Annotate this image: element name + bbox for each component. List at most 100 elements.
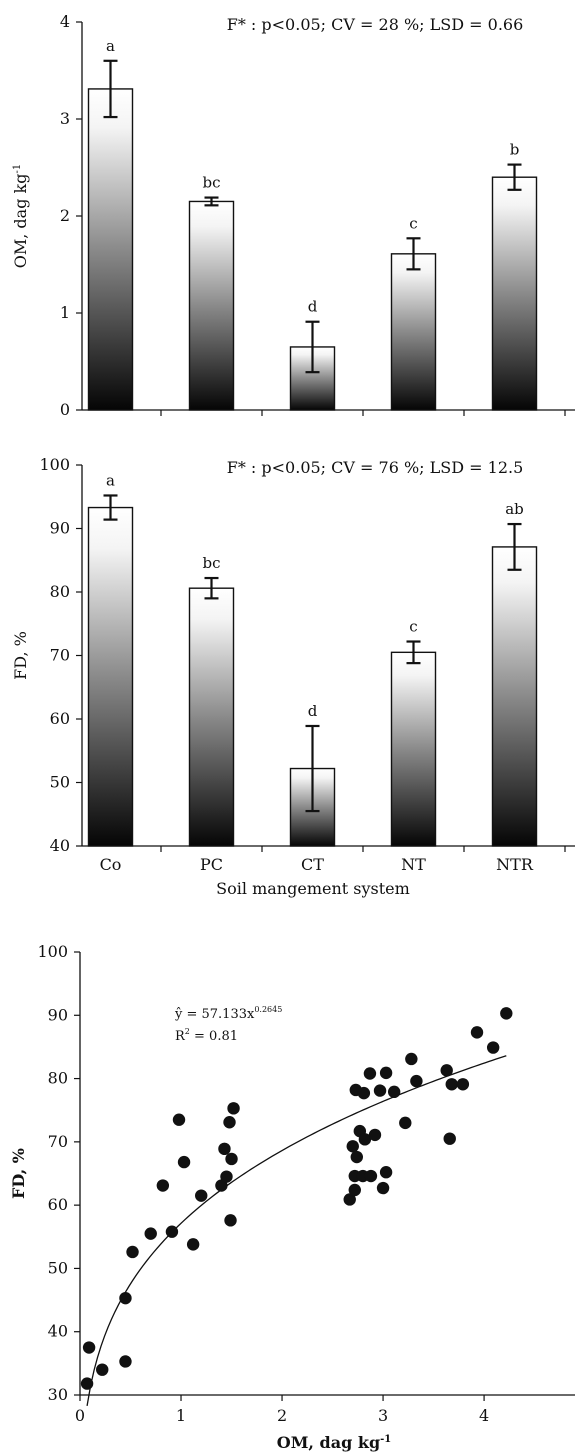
significance-letter: d — [308, 702, 318, 720]
bar-ntr — [491, 546, 538, 847]
x-axis-title-text: OM, dag kg — [277, 1433, 380, 1452]
x-tick-label: 2 — [277, 1406, 287, 1425]
data-point — [500, 1007, 513, 1020]
power-fit-curve — [86, 1055, 507, 1407]
y-axis-title-text: FD, % — [11, 631, 30, 680]
significance-letter: c — [409, 618, 417, 636]
data-point — [350, 1150, 363, 1164]
data-point — [119, 1355, 132, 1368]
y-axis-title-text: OM, dag kg — [11, 174, 30, 269]
y-tick-label: 30 — [48, 1385, 68, 1404]
data-point — [405, 1052, 418, 1066]
data-point — [126, 1245, 139, 1259]
data-point — [218, 1142, 231, 1156]
data-point — [364, 1169, 378, 1183]
data-point — [227, 1102, 240, 1115]
data-point — [225, 1152, 238, 1166]
r-squared-label: R — [175, 1029, 186, 1044]
data-point — [343, 1193, 356, 1206]
significance-letter: a — [106, 37, 115, 55]
data-point — [443, 1132, 456, 1145]
r-squared-exponent: 2 — [185, 1027, 190, 1036]
y-tick-label: 90 — [50, 519, 70, 538]
data-point — [80, 1377, 94, 1390]
y-tick-label: 80 — [50, 582, 70, 601]
y-axis-title: OM, dag kg-1 — [11, 164, 30, 268]
fit-equation-exponent: 0.2645 — [254, 1005, 282, 1014]
y-tick-label: 1 — [60, 303, 70, 322]
significance-letter: c — [409, 214, 417, 232]
significance-letter: bc — [202, 174, 220, 192]
data-point — [376, 1181, 390, 1195]
y-tick-label: 50 — [50, 773, 70, 792]
data-point — [119, 1291, 132, 1305]
data-point — [486, 1041, 500, 1054]
data-point — [220, 1170, 233, 1183]
data-point — [165, 1225, 179, 1238]
category-label: Co — [100, 855, 122, 874]
significance-letter: d — [308, 298, 318, 316]
y-tick-label: 70 — [48, 1132, 68, 1151]
bar-pc — [188, 200, 235, 411]
bar-nt — [390, 651, 437, 847]
data-point — [373, 1084, 387, 1097]
significance-letter: ab — [505, 500, 524, 518]
y-tick-label: 60 — [50, 709, 70, 728]
fd-bar-chart: 40 50 60 70 80 90 100 a Co bc PC d CT c NT ab NTR F* : p<… — [11, 455, 575, 898]
data-point — [399, 1116, 412, 1130]
data-point — [82, 1341, 96, 1354]
x-axis-title: OM, dag kg-1 — [277, 1433, 391, 1452]
category-label: NT — [401, 855, 426, 874]
bar-ntr — [491, 176, 538, 411]
x-axis-title: Soil mangement system — [216, 879, 410, 898]
significance-letter: a — [106, 471, 115, 489]
stat-annotation: F* : p<0.05; CV = 28 %; LSD = 0.66 — [227, 15, 524, 34]
data-point — [172, 1113, 186, 1126]
data-point — [410, 1074, 423, 1088]
data-point — [358, 1133, 372, 1146]
fd-om-scatter-plot: 30 40 50 60 70 80 90 100 0 1 2 3 4 ŷ = 57.133x0.2645 R… — [9, 942, 575, 1452]
om-bar-chart: 0 1 2 3 4 a bc d c b F* : p<0.05; CV = 28 %; LSD =… — [11, 12, 575, 419]
data-point — [363, 1067, 377, 1080]
bar-nt — [390, 253, 437, 411]
x-axis-title-superscript: -1 — [380, 1434, 391, 1445]
bar-co — [87, 88, 134, 411]
data-point — [144, 1227, 157, 1240]
data-point — [223, 1116, 236, 1129]
x-tick-label: 0 — [75, 1406, 85, 1425]
y-tick-label: 60 — [48, 1195, 68, 1214]
data-point — [96, 1363, 109, 1376]
y-tick-label: 40 — [48, 1322, 68, 1341]
y-tick-label: 80 — [48, 1069, 68, 1088]
data-point — [224, 1214, 237, 1227]
data-point — [156, 1179, 170, 1192]
data-point — [379, 1166, 393, 1179]
data-point — [186, 1238, 200, 1251]
y-tick-label: 40 — [50, 836, 70, 855]
data-point — [440, 1064, 453, 1077]
data-point — [470, 1026, 484, 1039]
data-point — [177, 1155, 191, 1169]
category-label: CT — [301, 855, 324, 874]
data-point — [195, 1189, 208, 1202]
y-tick-label: 90 — [48, 1005, 68, 1024]
y-tick-label: 50 — [48, 1258, 68, 1277]
bar-pc — [188, 587, 235, 847]
y-tick-label: 2 — [60, 206, 70, 225]
fit-equation-text: ŷ = 57.133x — [174, 1007, 255, 1022]
significance-letter: b — [510, 141, 520, 159]
significance-letter: bc — [202, 554, 220, 572]
y-axis-title-superscript: -1 — [12, 164, 23, 174]
x-tick-label: 4 — [479, 1406, 489, 1425]
data-point — [445, 1078, 458, 1091]
y-tick-label: 100 — [37, 942, 68, 961]
data-point — [379, 1066, 393, 1080]
data-point — [348, 1183, 361, 1197]
bar-co — [87, 506, 134, 847]
y-tick-label: 70 — [50, 646, 70, 665]
r-squared: R2 = 0.81 — [175, 1027, 238, 1044]
x-tick-label: 1 — [176, 1406, 186, 1425]
category-label: NTR — [496, 855, 534, 874]
data-point — [346, 1140, 359, 1153]
